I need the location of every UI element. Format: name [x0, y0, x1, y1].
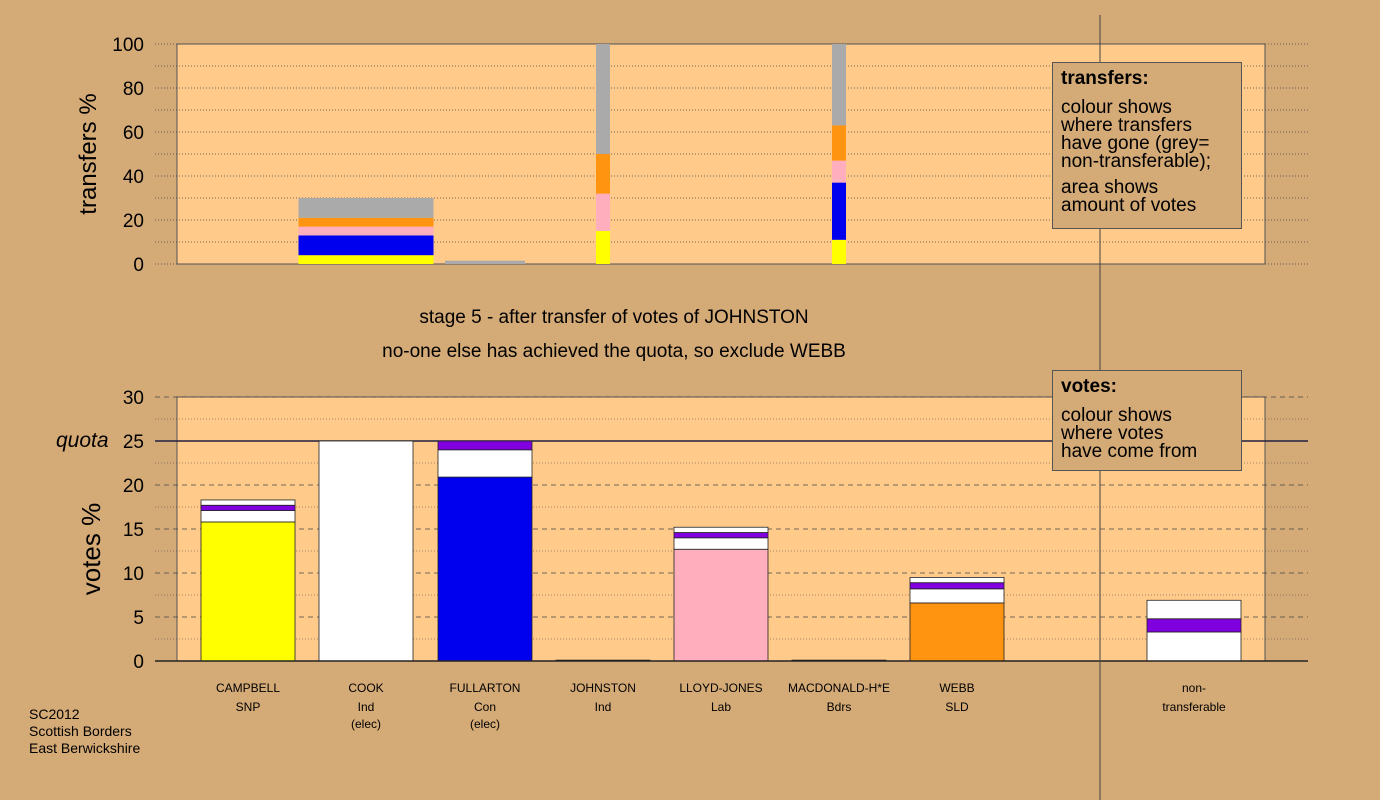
- votes-box-line: have come from: [1061, 441, 1198, 462]
- vote-segment-Ind: [673, 526, 769, 533]
- election-code: SC2012: [29, 706, 80, 722]
- transfer-segment-Con: [298, 235, 434, 256]
- vote-segment-Ind: [909, 577, 1005, 584]
- vote-segment-Ind_JOHNSTON: [1146, 618, 1242, 633]
- stage-title: stage 5 - after transfer of votes of JOH…: [419, 307, 808, 328]
- stage-subtitle: no-one else has achieved the quota, so e…: [382, 341, 846, 362]
- candidate-party-label: SLD: [945, 700, 969, 714]
- transfer-segment-Lab: [832, 160, 846, 183]
- candidate-party-label: Lab: [711, 700, 731, 714]
- vote-segment-Ind: [318, 440, 414, 662]
- transfer-segment-Lab: [596, 193, 610, 231]
- candidate-status-label: (elec): [470, 717, 500, 731]
- transfers-tick-label: 100: [112, 35, 144, 56]
- candidate-party-label: Con: [474, 700, 496, 714]
- transfer-segment-SNP: [298, 255, 434, 264]
- votes-tick-label: 25: [123, 432, 144, 453]
- election-footer: SC2012 Scottish Borders East Berwickshir…: [29, 706, 140, 757]
- transfer-segment-non_transferable: [832, 44, 846, 126]
- transfers-tick-label: 60: [123, 123, 144, 144]
- transfers-tick-label: 80: [123, 79, 144, 100]
- votes-tick-label: 15: [123, 520, 144, 541]
- votes-tick-label: 20: [123, 476, 144, 497]
- vote-segment-Ind: [200, 499, 296, 506]
- transfer-segment-Con: [832, 182, 846, 240]
- vote-segment-Ind: [200, 510, 296, 523]
- candidate-party-label: Ind: [595, 700, 612, 714]
- vote-segment-SNP: [200, 521, 296, 662]
- transfers-box-line: non-transferable);: [1061, 151, 1211, 172]
- vote-segment-Ind: [437, 449, 533, 478]
- votes-axis-label: votes %: [76, 503, 106, 596]
- candidate-name-label: FULLARTON: [450, 681, 521, 695]
- council-name: Scottish Borders: [29, 723, 132, 739]
- quota-label: quota: [56, 429, 109, 452]
- nontransferable-label: non-: [1182, 681, 1206, 695]
- transfers-tick-label: 0: [133, 255, 144, 276]
- candidate-name-label: MACDONALD-H*E: [788, 681, 890, 695]
- vote-segment-Lab: [673, 548, 769, 662]
- candidate-name-label: JOHNSTON: [570, 681, 636, 695]
- transfers-box-title: transfers:: [1061, 68, 1149, 89]
- votes-legend-box: votes: colour shows where votes have com…: [1052, 370, 1242, 471]
- candidate-name-label: WEBB: [939, 681, 974, 695]
- vote-segment-Ind_JOHNSTON: [437, 440, 533, 451]
- votes-tick-label: 10: [123, 564, 144, 585]
- transfer-segment-SNP: [596, 231, 610, 264]
- transfer-segment-Lab: [298, 226, 434, 236]
- transfer-segment-SNP: [832, 239, 846, 264]
- transfer-segment-SLD: [298, 217, 434, 227]
- transfer-segment-SLD: [832, 125, 846, 161]
- transfers-box-line: amount of votes: [1061, 195, 1197, 216]
- vote-segment-Ind: [1146, 631, 1242, 662]
- votes-tick-label: 5: [133, 608, 144, 629]
- transfers-box-line: colour shows: [1061, 97, 1172, 118]
- votes-box-line: colour shows: [1061, 405, 1172, 426]
- vote-segment-Ind_JOHNSTON: [200, 504, 296, 511]
- transfers-box-line: have gone (grey=: [1061, 133, 1210, 154]
- candidate-party-label: Ind: [358, 700, 375, 714]
- votes-tick-label: 0: [133, 652, 144, 673]
- transfer-segment-non_transferable: [596, 44, 610, 154]
- vote-segment-Ind_JOHNSTON: [909, 582, 1005, 590]
- vote-segment-SLD: [909, 602, 1005, 662]
- vote-segment-Ind: [1146, 599, 1242, 620]
- candidate-status-label: (elec): [351, 717, 381, 731]
- nontransferable-label: transferable: [1162, 700, 1226, 714]
- candidate-name-label: LLOYD-JONES: [679, 681, 762, 695]
- transfer-segment-SLD: [596, 154, 610, 194]
- ward-name: East Berwickshire: [29, 740, 141, 756]
- transfers-legend-box: transfers: colour shows where transfers …: [1052, 62, 1242, 229]
- transfers-box-line: where transfers: [1061, 115, 1192, 136]
- vote-segment-Ind: [909, 588, 1005, 604]
- chart-labels: stage 5 - after transfer of votes of JOH…: [56, 307, 846, 452]
- transfers-axis-label: transfers %: [75, 93, 102, 214]
- vote-segment-Ind: [673, 537, 769, 550]
- candidate-party-label: Bdrs: [827, 700, 852, 714]
- votes-box-title: votes:: [1061, 376, 1117, 397]
- transfers-tick-label: 20: [123, 211, 144, 232]
- vote-segment-Ind_JOHNSTON: [673, 532, 769, 539]
- transfers-box-line: area shows: [1061, 177, 1159, 198]
- candidate-party-label: SNP: [236, 700, 261, 714]
- candidate-name-label: COOK: [348, 681, 383, 695]
- votes-box-line: where votes: [1061, 423, 1164, 444]
- transfer-segment-non_transferable: [445, 260, 525, 264]
- transfers-tick-label: 40: [123, 167, 144, 188]
- candidate-name-label: CAMPBELL: [216, 681, 280, 695]
- transfer-segment-non_transferable: [298, 198, 434, 218]
- vote-segment-Con: [437, 476, 533, 662]
- votes-tick-label: 30: [123, 388, 144, 409]
